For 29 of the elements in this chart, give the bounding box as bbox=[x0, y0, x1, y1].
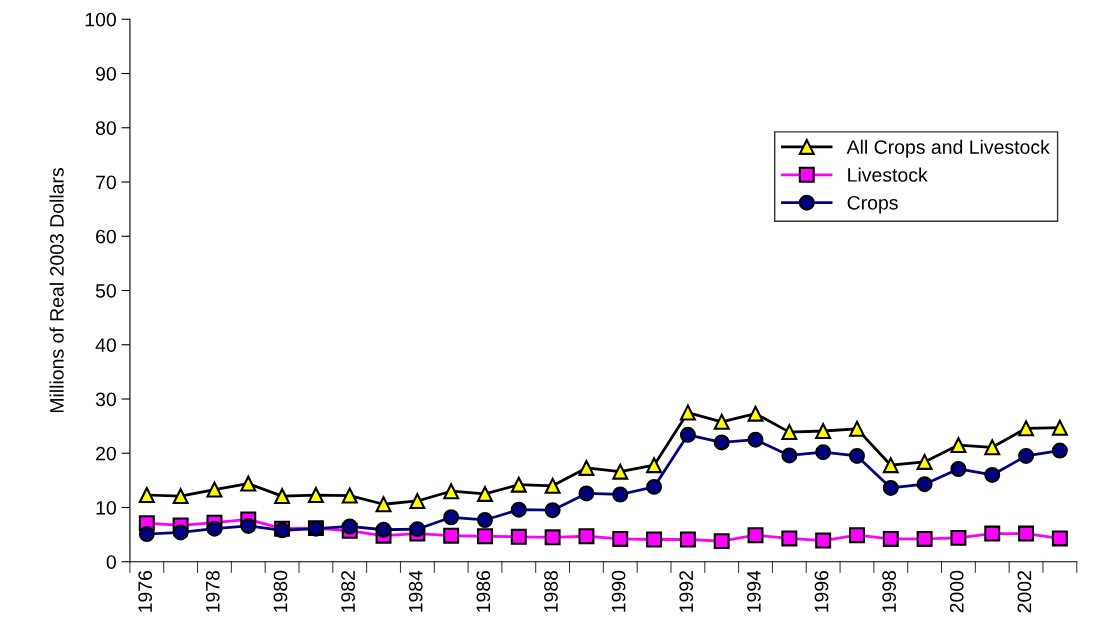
x-tick-label: 1988 bbox=[544, 570, 558, 612]
y-tick-label: 100 bbox=[85, 12, 116, 27]
y-tick-label: 50 bbox=[95, 283, 116, 298]
x-tick-label: 1976 bbox=[138, 570, 153, 612]
x-tick-label: 1986 bbox=[476, 570, 491, 612]
x-tick-label: 1980 bbox=[273, 570, 288, 612]
y-tick-label: 0 bbox=[106, 555, 116, 569]
legend-label: Crops bbox=[847, 195, 898, 214]
y-tick-label: 40 bbox=[95, 338, 116, 352]
x-tick-label: 1998 bbox=[882, 570, 897, 612]
y-tick-label: 70 bbox=[96, 175, 116, 190]
legend-label: All Crops and Livestock bbox=[846, 139, 1050, 158]
x-tick-label: 1994 bbox=[746, 570, 761, 612]
y-axis-title: Millions of Real 2003 Dollars bbox=[49, 168, 64, 413]
y-tick-label: 60 bbox=[96, 229, 116, 244]
x-tick-label: 1982 bbox=[341, 571, 355, 612]
x-tick-label: 2002 bbox=[1017, 571, 1032, 613]
y-tick-label: 20 bbox=[96, 446, 116, 461]
legend-label: Livestock bbox=[848, 167, 928, 182]
y-tick-label: 10 bbox=[96, 500, 116, 515]
x-tick-label: 2000 bbox=[949, 570, 964, 613]
y-tick-label: 80 bbox=[95, 121, 116, 135]
y-tick-label: 90 bbox=[96, 66, 116, 81]
x-tick-label: 1984 bbox=[408, 570, 423, 612]
x-tick-label: 1990 bbox=[611, 570, 626, 612]
x-tick-label: 1996 bbox=[814, 570, 829, 612]
x-tick-label: 1978 bbox=[205, 570, 220, 612]
y-tick-label: 30 bbox=[95, 392, 116, 407]
x-tick-label: 1992 bbox=[679, 571, 694, 612]
